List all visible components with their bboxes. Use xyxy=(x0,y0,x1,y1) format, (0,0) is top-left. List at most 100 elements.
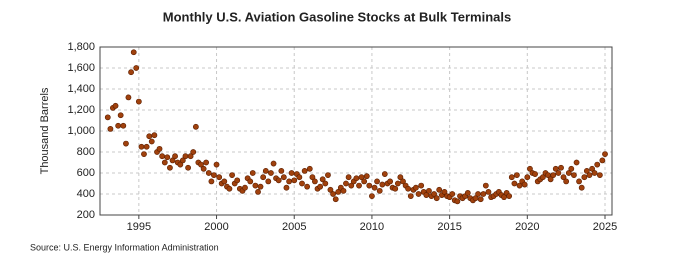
data-point xyxy=(332,196,339,203)
data-point xyxy=(164,154,171,161)
data-point xyxy=(120,122,127,129)
data-point xyxy=(576,178,582,185)
data-point xyxy=(151,132,158,139)
data-point xyxy=(589,165,596,172)
data-point xyxy=(407,193,414,199)
data-point xyxy=(260,174,267,181)
data-point xyxy=(348,182,355,189)
data-point xyxy=(581,174,588,181)
data-point xyxy=(306,165,313,172)
data-point xyxy=(288,170,295,176)
data-point xyxy=(480,191,487,197)
y-tick-label: 800 xyxy=(77,146,95,158)
data-point xyxy=(198,161,204,168)
data-point xyxy=(104,114,111,121)
data-point xyxy=(547,176,554,183)
data-point xyxy=(312,178,318,185)
data-point xyxy=(203,159,210,166)
data-point xyxy=(148,138,155,145)
data-point xyxy=(167,164,173,171)
data-point xyxy=(291,177,298,184)
data-point xyxy=(405,185,412,192)
data-point xyxy=(247,178,254,185)
x-tick-label: 2005 xyxy=(282,221,306,233)
data-point xyxy=(169,157,176,164)
data-point xyxy=(330,191,336,197)
data-point xyxy=(482,182,489,189)
data-point xyxy=(555,170,562,176)
data-point xyxy=(449,191,456,197)
data-point xyxy=(156,145,163,152)
data-point xyxy=(573,159,580,166)
data-point xyxy=(138,143,145,150)
data-point xyxy=(397,174,404,181)
source-note: Source: U.S. Energy Information Administ… xyxy=(30,242,219,252)
data-point xyxy=(464,190,471,196)
data-point xyxy=(309,174,316,181)
data-point xyxy=(133,65,140,71)
data-point xyxy=(392,185,399,192)
data-point xyxy=(596,172,603,178)
data-point xyxy=(431,191,437,197)
data-point xyxy=(475,191,481,197)
plot-frame xyxy=(99,46,613,216)
data-point xyxy=(441,188,448,195)
x-tick-label: 2015 xyxy=(437,221,461,233)
data-point xyxy=(454,198,461,205)
data-point xyxy=(568,165,575,172)
data-point xyxy=(506,193,513,199)
data-point xyxy=(257,183,264,190)
data-point xyxy=(539,174,546,181)
data-point xyxy=(135,98,142,105)
data-point xyxy=(371,184,378,191)
data-point xyxy=(527,165,533,172)
grid xyxy=(100,46,612,216)
data-point xyxy=(563,178,570,185)
data-point xyxy=(413,184,419,191)
data-point xyxy=(514,172,520,178)
data-point xyxy=(508,174,515,181)
data-point xyxy=(141,151,147,157)
data-point xyxy=(521,181,528,188)
data-point xyxy=(524,174,531,181)
data-point xyxy=(594,161,601,168)
data-point xyxy=(322,180,329,187)
data-point xyxy=(190,149,197,155)
data-point xyxy=(255,188,261,195)
data-point xyxy=(301,167,308,174)
data-point xyxy=(252,182,259,189)
data-point xyxy=(485,188,492,195)
y-tick-label: 1,600 xyxy=(67,62,95,74)
data-point xyxy=(325,172,331,178)
data-point xyxy=(296,174,303,181)
x-tick-label: 2020 xyxy=(515,221,539,233)
data-point xyxy=(185,164,192,171)
data-point xyxy=(369,193,375,199)
y-tick-label: 1,200 xyxy=(67,104,95,116)
data-point xyxy=(591,170,598,176)
data-point xyxy=(128,69,134,76)
data-point xyxy=(112,102,119,109)
data-point xyxy=(200,165,207,172)
data-point xyxy=(280,174,287,181)
y-axis-label: Thousand Barrels xyxy=(39,87,51,174)
data-point xyxy=(299,180,305,187)
data-point xyxy=(229,172,235,178)
data-point xyxy=(353,175,360,182)
data-point xyxy=(117,112,124,119)
data-point xyxy=(107,125,114,132)
data-point xyxy=(270,160,277,167)
data-point xyxy=(340,187,347,194)
data-point xyxy=(125,94,132,101)
x-tick-label: 2010 xyxy=(360,221,384,233)
data-point xyxy=(374,178,380,185)
data-point xyxy=(249,170,256,176)
data-point xyxy=(221,178,228,185)
data-point xyxy=(550,172,557,178)
data-point xyxy=(387,178,394,185)
data-point xyxy=(278,167,285,174)
data-point xyxy=(268,170,274,176)
y-tick-label: 600 xyxy=(77,167,95,179)
data-point xyxy=(123,140,129,147)
data-point xyxy=(192,123,199,130)
